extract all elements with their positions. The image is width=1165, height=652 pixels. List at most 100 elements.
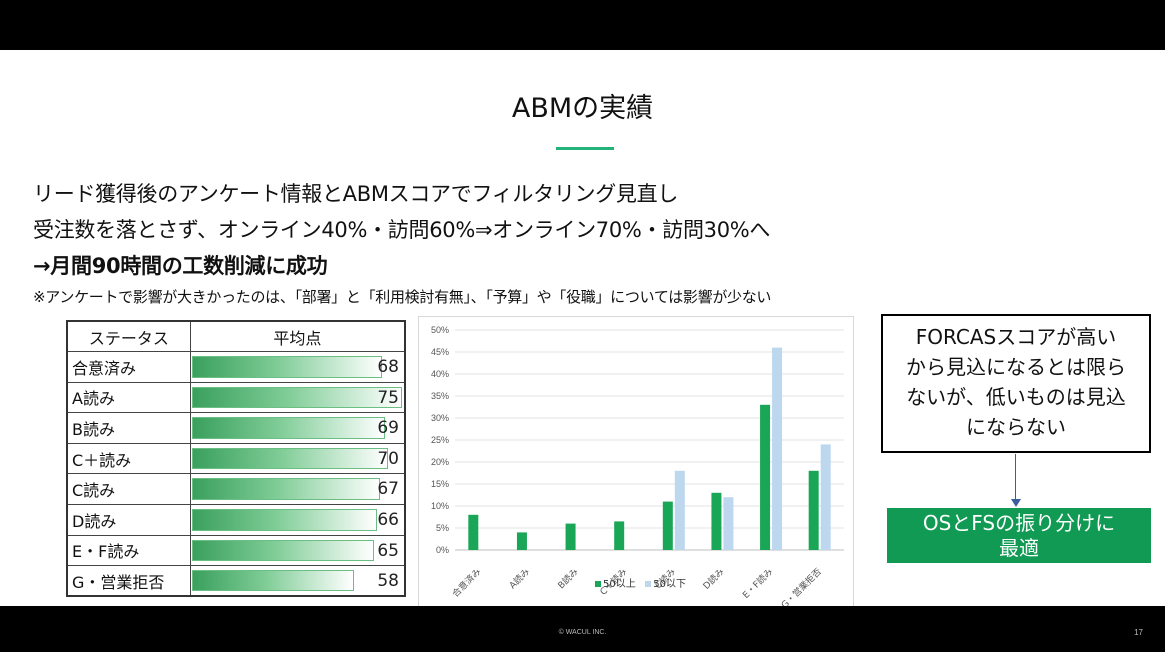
score-value: 68 bbox=[377, 357, 399, 378]
score-cell: 68 bbox=[189, 351, 406, 383]
table-row: G・営業拒否 58 bbox=[66, 565, 406, 597]
bottom-black-bar bbox=[0, 606, 1165, 652]
conclusion-box: OSとFSの振り分けに 最適 bbox=[887, 508, 1151, 563]
score-table: ステータス 平均点 合意済み 68 A読み 75 B読み 69 C＋読み 70 C読み 67 D読み… bbox=[66, 320, 406, 598]
y-tick-label: 5% bbox=[436, 523, 449, 533]
x-tick-label: 合意済み bbox=[449, 566, 483, 600]
y-tick-label: 10% bbox=[431, 501, 449, 511]
score-cell: 58 bbox=[189, 565, 406, 597]
callout-line: から見込になるとは限ら bbox=[906, 355, 1126, 379]
score-value: 69 bbox=[377, 418, 399, 439]
score-bar bbox=[191, 447, 388, 470]
conclusion-line: 最適 bbox=[999, 536, 1039, 560]
x-tick-label: A読み bbox=[506, 566, 532, 592]
callout-line: ないが、低いものは見込 bbox=[906, 385, 1126, 409]
top-black-bar bbox=[0, 0, 1165, 50]
score-bar bbox=[191, 417, 385, 439]
table-row: C＋読み 70 bbox=[66, 442, 406, 475]
table-row: E・F読み 65 bbox=[66, 534, 406, 567]
status-cell: 合意済み bbox=[66, 351, 191, 383]
bar-below-50 bbox=[723, 497, 734, 550]
legend-label-below-50: 50以下 bbox=[653, 579, 687, 590]
y-tick-label: 40% bbox=[431, 369, 449, 379]
callout-line: にならない bbox=[966, 415, 1066, 439]
y-tick-label: 50% bbox=[431, 325, 449, 335]
table-row: C読み 67 bbox=[66, 473, 406, 506]
forcas-callout: FORCASスコアが高い から見込になるとは限ら ないが、低いものは見込 になら… bbox=[881, 314, 1151, 453]
score-cell: 75 bbox=[189, 381, 406, 414]
legend-swatch-below-50 bbox=[645, 581, 652, 587]
legend-swatch-above-50 bbox=[595, 581, 601, 587]
bar-above-50 bbox=[516, 532, 527, 550]
slide: ABMの実績 リード獲得後のアンケート情報とABMスコアでフィルタリング見直し … bbox=[0, 50, 1165, 648]
score-cell: 65 bbox=[189, 534, 406, 567]
table-row: B読み 69 bbox=[66, 412, 406, 444]
score-bar bbox=[191, 356, 382, 378]
status-cell: E・F読み bbox=[66, 534, 191, 567]
bullet-filter-review: リード獲得後のアンケート情報とABMスコアでフィルタリング見直し bbox=[33, 182, 679, 206]
slide-title: ABMの実績 bbox=[511, 93, 654, 124]
x-tick-label: D読み bbox=[700, 566, 726, 592]
bar-above-50 bbox=[711, 492, 722, 550]
legend-label-above-50: 50以上 bbox=[603, 579, 636, 590]
bullet-ratio-change: 受注数を落とさず、オンライン40%・訪問60%⇒オンライン70%・訪問30%へ bbox=[33, 218, 771, 242]
score-bar bbox=[191, 478, 380, 501]
y-tick-label: 25% bbox=[431, 435, 449, 445]
title-underline bbox=[556, 147, 614, 150]
score-bar bbox=[191, 570, 354, 592]
score-value: 58 bbox=[377, 571, 399, 592]
score-cell: 66 bbox=[189, 504, 406, 536]
x-tick-label: B読み bbox=[555, 566, 581, 592]
score-value: 75 bbox=[377, 387, 399, 408]
y-tick-label: 0% bbox=[436, 545, 449, 555]
bar-above-50 bbox=[808, 470, 819, 550]
score-cell: 67 bbox=[189, 473, 406, 506]
bar-below-50 bbox=[820, 444, 831, 550]
score-value: 65 bbox=[377, 540, 399, 561]
status-cell: B読み bbox=[66, 412, 191, 444]
conclusion-line: OSとFSの振り分けに bbox=[922, 511, 1116, 535]
status-cell: G・営業拒否 bbox=[66, 565, 191, 597]
score-bar bbox=[191, 386, 402, 409]
y-tick-label: 45% bbox=[431, 347, 449, 357]
down-arrow-line bbox=[1015, 454, 1016, 502]
y-tick-label: 30% bbox=[431, 413, 449, 423]
status-cell: C＋読み bbox=[66, 442, 191, 475]
copyright: © WACUL INC. bbox=[558, 629, 607, 636]
score-value: 70 bbox=[377, 448, 399, 469]
table-row: 合意済み 68 bbox=[66, 351, 406, 383]
bar-above-50 bbox=[760, 404, 771, 550]
table-row: D読み 66 bbox=[66, 504, 406, 536]
table-row: A読み 75 bbox=[66, 381, 406, 414]
callout-line: FORCASスコアが高い bbox=[915, 325, 1117, 349]
page-number: 17 bbox=[1134, 628, 1143, 637]
y-tick-label: 35% bbox=[431, 391, 449, 401]
y-tick-label: 15% bbox=[431, 479, 449, 489]
bar-above-50 bbox=[468, 514, 479, 550]
bar-below-50 bbox=[674, 470, 685, 550]
down-arrow-icon bbox=[1011, 499, 1021, 507]
score-bar bbox=[191, 539, 374, 562]
status-cell: A読み bbox=[66, 381, 191, 414]
score-cell: 69 bbox=[189, 412, 406, 444]
score-value: 66 bbox=[377, 510, 399, 531]
bullet-time-reduction: →月間90時間の工数削減に成功 bbox=[33, 254, 328, 278]
bar-above-50 bbox=[614, 521, 625, 550]
bar-above-50 bbox=[565, 523, 576, 550]
survey-note: ※アンケートで影響が大きかったのは、「部署」と「利用検討有無」、「予算」や「役職… bbox=[33, 288, 772, 306]
y-tick-label: 20% bbox=[431, 457, 449, 467]
bar-above-50 bbox=[662, 501, 673, 550]
x-tick-label: G・営業拒否 bbox=[779, 566, 824, 611]
chart-legend: 50以上 50以下 bbox=[595, 575, 686, 590]
score-value: 67 bbox=[377, 479, 399, 500]
status-cell: C読み bbox=[66, 473, 191, 506]
status-cell: D読み bbox=[66, 504, 191, 536]
score-bar bbox=[191, 509, 377, 531]
table-header-score: 平均点 bbox=[189, 320, 406, 353]
bar-below-50 bbox=[772, 347, 783, 550]
table-header-status: ステータス bbox=[66, 320, 191, 353]
x-tick-label: E・F読み bbox=[740, 566, 775, 601]
table-header-row: ステータス 平均点 bbox=[66, 320, 406, 353]
bar-chart-svg: 0% 5% 10% 15% 20% 25% 30% 35% 40% 45% 50% 合意済み A読み B読… bbox=[431, 325, 844, 611]
score-cell: 70 bbox=[189, 442, 406, 475]
